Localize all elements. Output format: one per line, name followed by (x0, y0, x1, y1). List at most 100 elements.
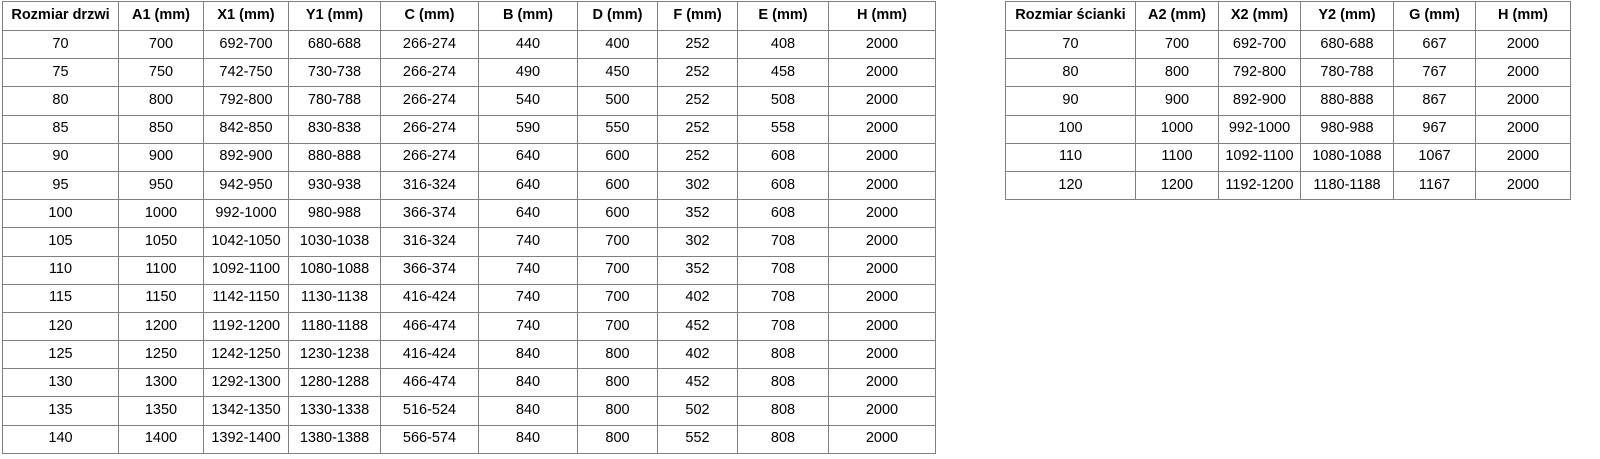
table-cell: 780-788 (288, 86, 381, 116)
table-cell: 70 (1005, 29, 1136, 60)
table-cell: 2000 (828, 340, 936, 370)
table-cell: 135 (2, 396, 119, 426)
table-cell: 2000 (828, 424, 936, 454)
table-cell: 75 (2, 58, 119, 88)
table-cell: 2000 (1475, 142, 1571, 172)
table-cell: 700 (577, 311, 658, 342)
table-cell: 110 (2, 255, 119, 285)
table-cell: 1092-1100 (1218, 142, 1301, 172)
table-cell: 70 (2, 29, 119, 60)
table-cell: 1330-1338 (288, 396, 381, 426)
table-cell: 2000 (828, 227, 936, 257)
table-cell: 808 (737, 368, 829, 398)
table-cell: 252 (657, 142, 738, 172)
table-cell: 1192-1200 (1218, 170, 1301, 201)
table-cell: 466-474 (380, 311, 479, 342)
table-cell: 2000 (828, 368, 936, 398)
table-row: 100 1000 992-1000 980-988 366-374 640 600 352 60… (2, 199, 936, 229)
table-cell: 266-274 (380, 58, 479, 88)
column-header: H (mm) (1475, 1, 1571, 31)
table-row: 95 950 942-950 930-938 316-324 640 600 302 608 20… (2, 170, 936, 201)
table-cell: 800 (1135, 58, 1219, 88)
table-cell: 840 (478, 396, 578, 426)
door-size-table: Rozmiar drzwi A1 (mm) X1 (mm) Y1 (mm) C (mm)… (2, 1, 936, 454)
table-cell: 352 (657, 255, 738, 285)
table-row: 125 1250 1242-1250 1230-1238 416-424 840 800 40… (2, 340, 936, 370)
table-cell: 130 (2, 368, 119, 398)
column-header: H (mm) (828, 1, 936, 31)
table-cell: 252 (657, 86, 738, 116)
column-header: X2 (mm) (1218, 1, 1301, 31)
table-cell: 1392-1400 (203, 424, 289, 454)
table-cell: 780-788 (1300, 58, 1394, 88)
table-cell: 2000 (828, 142, 936, 172)
table-cell: 2000 (1475, 114, 1571, 144)
table-cell: 1067 (1393, 142, 1476, 172)
table-cell: 590 (478, 114, 578, 144)
table-cell: 1130-1138 (288, 283, 381, 313)
table-cell: 416-424 (380, 340, 479, 370)
table-cell: 1180-1188 (288, 311, 381, 342)
table-cell: 1142-1150 (203, 283, 289, 313)
table-cell: 2000 (1475, 86, 1571, 116)
table-cell: 992-1000 (203, 199, 289, 229)
table-cell: 840 (478, 424, 578, 454)
table-cell: 1242-1250 (203, 340, 289, 370)
table-cell: 490 (478, 58, 578, 88)
table-cell: 2000 (1475, 58, 1571, 88)
wall-size-table: Rozmiar ścianki A2 (mm) X2 (mm) Y2 (mm) G (m… (1005, 1, 1571, 201)
table-cell: 667 (1393, 29, 1476, 60)
table-cell: 2000 (828, 199, 936, 229)
table-cell: 792-800 (203, 86, 289, 116)
table-cell: 302 (657, 227, 738, 257)
table-cell: 440 (478, 29, 578, 60)
table-cell: 740 (478, 311, 578, 342)
table-cell: 266-274 (380, 86, 479, 116)
table-cell: 880-888 (288, 142, 381, 172)
table-cell: 2000 (1475, 170, 1571, 201)
table-cell: 892-900 (1218, 86, 1301, 116)
table-cell: 980-988 (1300, 114, 1394, 144)
table-cell: 90 (1005, 86, 1136, 116)
table-cell: 1080-1088 (1300, 142, 1394, 172)
table-row: 110 1100 1092-1100 1080-1088 1067 2000 (1005, 142, 1571, 172)
table-cell: 608 (737, 170, 829, 201)
table-cell: 266-274 (380, 29, 479, 60)
table-cell: 2000 (828, 58, 936, 88)
table-cell: 692-700 (203, 29, 289, 60)
table-cell: 125 (2, 340, 119, 370)
table-row: 90 900 892-900 880-888 867 2000 (1005, 86, 1571, 116)
table-cell: 566-574 (380, 424, 479, 454)
door-table-body: 70 700 692-700 680-688 266-274 440 400 252 408 20… (2, 29, 936, 454)
table-cell: 842-850 (203, 114, 289, 144)
table-cell: 942-950 (203, 170, 289, 201)
table-cell: 302 (657, 170, 738, 201)
table-cell: 808 (737, 340, 829, 370)
table-row: 90 900 892-900 880-888 266-274 640 600 252 608 20… (2, 142, 936, 172)
column-header: Y1 (mm) (288, 1, 381, 31)
table-row: 105 1050 1042-1050 1030-1038 316-324 740 700 30… (2, 227, 936, 257)
table-cell: 880-888 (1300, 86, 1394, 116)
table-cell: 252 (657, 58, 738, 88)
table-cell: 452 (657, 368, 738, 398)
column-header: D (mm) (577, 1, 658, 31)
table-cell: 1200 (1135, 170, 1219, 201)
table-cell: 900 (1135, 86, 1219, 116)
column-header: A1 (mm) (118, 1, 204, 31)
table-row: 85 850 842-850 830-838 266-274 590 550 252 558 20… (2, 114, 936, 144)
table-cell: 452 (657, 311, 738, 342)
table-cell: 85 (2, 114, 119, 144)
table-cell: 100 (1005, 114, 1136, 144)
table-cell: 450 (577, 58, 658, 88)
column-header: A2 (mm) (1135, 1, 1219, 31)
table-cell: 550 (577, 114, 658, 144)
table-cell: 1380-1388 (288, 424, 381, 454)
table-cell: 600 (577, 199, 658, 229)
table-row: 70 700 692-700 680-688 667 2000 (1005, 29, 1571, 60)
column-header: B (mm) (478, 1, 578, 31)
table-cell: 416-424 (380, 283, 479, 313)
table-cell: 640 (478, 199, 578, 229)
table-row: 80 800 792-800 780-788 266-274 540 500 252 508 20… (2, 86, 936, 116)
table-cell: 740 (478, 283, 578, 313)
